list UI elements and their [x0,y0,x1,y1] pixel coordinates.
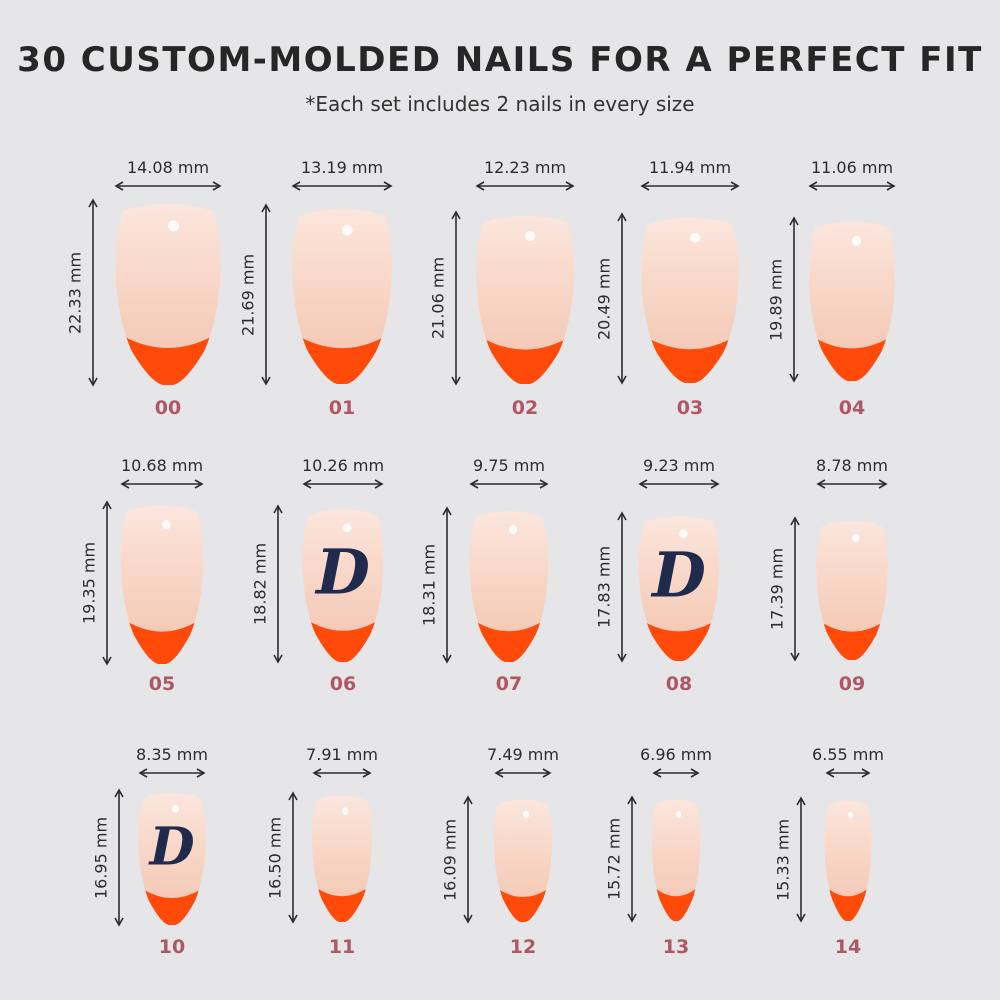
width-label: 13.19 mm [300,158,384,177]
length-label: 15.72 mm [604,817,624,901]
length-label: 15.33 mm [773,818,793,901]
nail-shape [120,505,204,664]
length-arrow [627,795,637,923]
width-arrow [825,768,871,778]
length-label: 16.95 mm [91,816,111,899]
nail-shape [808,221,896,381]
nail-shape [292,208,392,384]
page-subtitle: *Each set includes 2 nails in every size [305,92,695,116]
size-number: 01 [328,397,356,419]
width-label: 7.49 mm [487,745,559,764]
width-label: 11.06 mm [810,158,894,177]
length-label: 16.50 mm [265,816,285,899]
nail-shape [641,217,739,383]
nail-shape [469,511,549,662]
nail-shape [493,799,553,922]
nail-shape [824,800,872,921]
width-arrow [312,768,372,778]
length-arrow [789,216,799,383]
width-arrow [138,768,206,778]
size-number: 06 [329,673,357,695]
size-number: 11 [328,936,356,958]
size-number: 05 [148,673,176,695]
nail-shape [115,203,221,385]
length-arrow [463,795,473,924]
length-arrow [451,210,461,386]
width-arrow [808,181,896,191]
width-label: 14.08 mm [126,158,210,177]
size-number: 02 [511,397,539,419]
length-label: 18.31 mm [419,543,439,627]
length-label: 21.06 mm [428,256,448,340]
nail-shape [311,795,373,922]
length-label: 22.33 mm [65,251,85,334]
width-label: 11.94 mm [648,158,732,177]
width-arrow [114,181,222,191]
width-arrow [816,479,888,489]
size-number: 09 [838,673,866,695]
width-label: 6.96 mm [640,745,712,764]
length-arrow [617,511,627,663]
size-number: 00 [154,397,182,419]
width-label: 8.78 mm [816,456,888,475]
size-number: 07 [495,673,523,695]
size-number: 04 [838,397,866,419]
nail-shape [816,520,888,660]
nail-shape [476,215,574,384]
width-arrow [475,181,575,191]
team-logo: D [652,538,706,612]
width-arrow [302,479,384,489]
width-label: 12.23 mm [483,158,567,177]
length-arrow [617,212,627,385]
length-label: 20.49 mm [594,257,614,340]
length-arrow [88,198,98,387]
length-arrow [288,791,298,924]
width-label: 8.35 mm [136,745,208,764]
size-number: 13 [662,936,690,958]
nail-shape [302,509,384,662]
length-label: 19.89 mm [766,258,786,341]
length-label: 18.82 mm [250,542,270,626]
length-label: 16.09 mm [440,818,460,901]
length-label: 19.35 mm [79,541,99,625]
length-label: 21.69 mm [238,253,258,336]
width-label: 10.68 mm [120,456,204,475]
width-label: 9.23 mm [643,456,715,475]
size-number: 14 [834,936,862,958]
width-arrow [640,181,740,191]
nail-shape [138,792,206,925]
size-number: 03 [676,397,704,419]
length-label: 17.39 mm [767,547,787,631]
length-arrow [790,516,800,662]
width-arrow [652,768,700,778]
width-label: 7.91 mm [306,745,378,764]
width-arrow [120,479,204,489]
nail-shape [638,516,720,661]
length-arrow [442,506,452,664]
width-arrow [494,768,552,778]
team-logo: D [149,816,195,878]
length-arrow [273,504,283,664]
length-arrow [796,796,806,923]
nail-shape [651,799,701,921]
size-number: 08 [665,673,693,695]
width-label: 6.55 mm [812,745,884,764]
page-title: 30 CUSTOM-MOLDED NAILS FOR A PERFECT FIT [17,40,983,80]
length-arrow [114,788,124,927]
length-label: 17.83 mm [594,545,614,629]
width-arrow [638,479,720,489]
length-arrow [261,203,271,386]
size-number: 12 [509,936,537,958]
width-label: 9.75 mm [473,456,545,475]
width-arrow [291,181,393,191]
width-arrow [469,479,549,489]
width-label: 10.26 mm [301,456,385,475]
size-number: 10 [158,936,186,958]
length-arrow [102,500,112,666]
team-logo: D [316,535,370,609]
